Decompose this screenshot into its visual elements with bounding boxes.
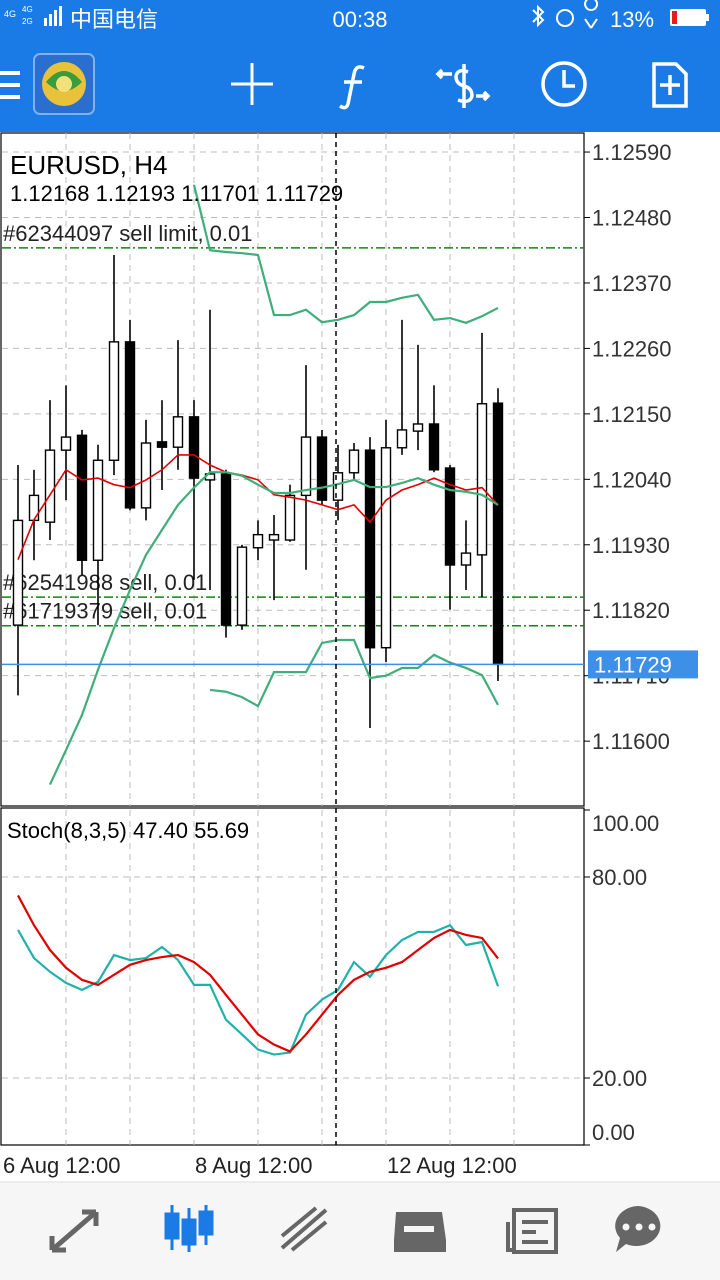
quotes-tab[interactable] — [49, 1209, 99, 1253]
y-tick-label: 1.11820 — [592, 598, 670, 623]
x-tick-label: 8 Aug 12:00 — [195, 1153, 312, 1178]
y-tick-label: 80.00 — [592, 865, 647, 890]
candle-body — [348, 449, 360, 474]
new-order-button[interactable] — [652, 62, 688, 108]
stoch-title: Stoch(8,3,5) 47.40 55.69 — [7, 818, 249, 843]
candle-body — [44, 449, 56, 523]
chart-tab[interactable] — [164, 1205, 214, 1252]
candle-body — [156, 441, 168, 448]
candle-body — [492, 402, 504, 666]
candle-body — [188, 416, 200, 479]
axes: 6 Aug 12:00 8 Aug 12:00 12 Aug 12:00 1.1259… — [3, 140, 698, 1178]
status-bar: 4G 4G 2G 中国电信 00:38 13% — [4, 0, 709, 32]
last-price-box — [588, 650, 698, 679]
indicator-line — [17, 894, 499, 1053]
bottom-nav — [0, 1182, 720, 1280]
clock: 00:38 — [332, 7, 387, 32]
network-label: 2G — [22, 17, 33, 26]
battery-icon — [670, 9, 706, 26]
bluetooth-icon — [532, 4, 545, 28]
candle-body — [380, 447, 392, 649]
candle-body — [108, 341, 120, 461]
news-tab[interactable] — [506, 1208, 558, 1254]
candle-body — [220, 473, 232, 626]
menu-button[interactable] — [0, 71, 20, 99]
battery-tip — [706, 14, 709, 21]
y-tick-label: 1.11600 — [592, 729, 670, 754]
candle-body — [428, 423, 440, 471]
indicators-button[interactable] — [339, 65, 365, 110]
candle-body — [124, 341, 136, 509]
indicator-line — [17, 454, 499, 560]
candle-body — [284, 494, 296, 541]
candle-body — [236, 546, 248, 626]
network-label: 4G — [22, 5, 33, 14]
candle-body — [92, 459, 104, 561]
indicator-line — [192, 184, 499, 324]
y-tick-label: 1.12590 — [592, 140, 672, 165]
y-tick-label: 1.12480 — [592, 205, 672, 230]
x-tick-label: 12 Aug 12:00 — [387, 1153, 517, 1178]
y-tick-label: 0.00 — [592, 1120, 635, 1145]
order-label: #62541988 sell, 0.01 — [3, 570, 207, 595]
candle-body — [268, 533, 280, 541]
candle-body — [396, 429, 408, 449]
chart-subtitle: 1.12168 1.12193 1.11701 1.11729 — [10, 181, 343, 206]
indicator-line — [209, 638, 499, 708]
candle-body — [252, 533, 264, 549]
main-chart: #62344097 sell limit, 0.01 #62541988 sell… — [2, 133, 584, 806]
candle-body — [332, 472, 344, 501]
candle-body — [444, 467, 456, 566]
y-tick-label: 1.12150 — [592, 402, 672, 427]
candle-body — [300, 436, 312, 497]
order-label: #61719379 sell, 0.01 — [3, 599, 207, 624]
alarm-icon — [556, 9, 574, 27]
battery-text: 13% — [610, 7, 654, 32]
trade-tab[interactable] — [280, 1206, 328, 1252]
carrier: 中国电信 — [70, 7, 158, 32]
y-tick-label: 1.12370 — [592, 271, 672, 296]
y-tick-label: 1.12260 — [592, 336, 672, 361]
candle-body — [140, 442, 152, 509]
candle-body — [12, 519, 24, 626]
indicator-line — [17, 923, 500, 1056]
candle-body — [412, 423, 424, 432]
history-button[interactable] — [541, 61, 587, 107]
chat-tab[interactable] — [615, 1206, 661, 1252]
candle-body — [76, 434, 88, 561]
y-tick-label: 20.00 — [592, 1066, 647, 1091]
stoch-chart — [2, 810, 584, 1145]
chart-title: EURUSD, H4 — [10, 150, 167, 180]
candle-body — [172, 416, 184, 448]
last-price-label: 1.11729 — [594, 652, 672, 677]
candle-body — [364, 449, 376, 649]
signal-icon — [44, 6, 62, 26]
network-label: 4G — [4, 9, 16, 19]
indicator-line — [49, 471, 499, 786]
order-label: #62344097 sell limit, 0.01 — [3, 221, 253, 246]
trade-button[interactable] — [435, 64, 491, 108]
crosshair-button[interactable] — [231, 63, 273, 105]
toolbar — [0, 53, 688, 115]
candle-body — [28, 494, 40, 522]
y-tick-label: 100.00 — [592, 811, 659, 836]
y-tick-label: 1.12040 — [592, 467, 672, 492]
location-icon — [584, 0, 599, 29]
candle-body — [60, 436, 72, 451]
y-tick-label: 1.11930 — [592, 533, 670, 558]
x-tick-label: 6 Aug 12:00 — [3, 1153, 120, 1178]
battery-level — [672, 11, 677, 24]
stoch-panel — [0, 807, 585, 1146]
app-logo[interactable] — [33, 53, 95, 115]
candle-body — [316, 436, 328, 501]
candle-body — [460, 552, 472, 566]
candle-body — [476, 403, 488, 556]
history-tab[interactable] — [394, 1212, 446, 1252]
